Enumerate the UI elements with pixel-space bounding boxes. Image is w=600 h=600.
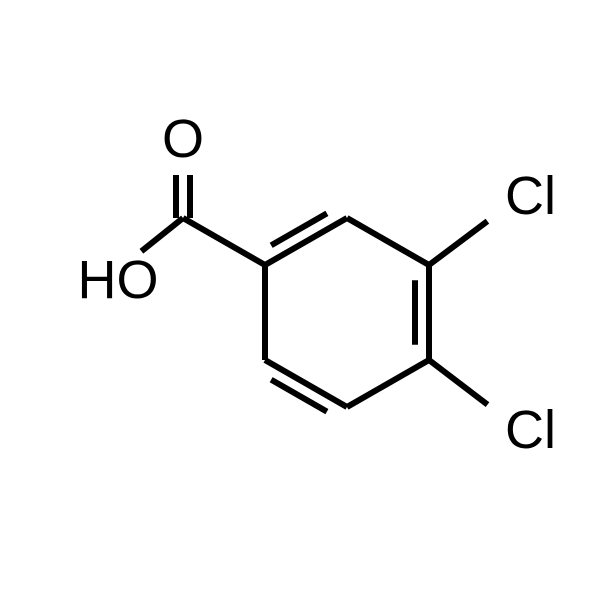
bond <box>183 218 265 265</box>
atom-label-o1: O <box>162 109 204 169</box>
bond <box>271 213 327 245</box>
atom-label-cl2: Cl <box>505 400 556 460</box>
atom-label-o2: HO <box>78 250 159 310</box>
bond <box>141 218 183 251</box>
bond <box>347 218 429 265</box>
bond <box>271 380 327 412</box>
bond <box>429 360 488 405</box>
bond <box>429 221 487 265</box>
atom-label-cl1: Cl <box>505 166 556 226</box>
chemical-structure-diagram: O HO Cl Cl <box>0 0 600 600</box>
bond <box>347 360 429 407</box>
